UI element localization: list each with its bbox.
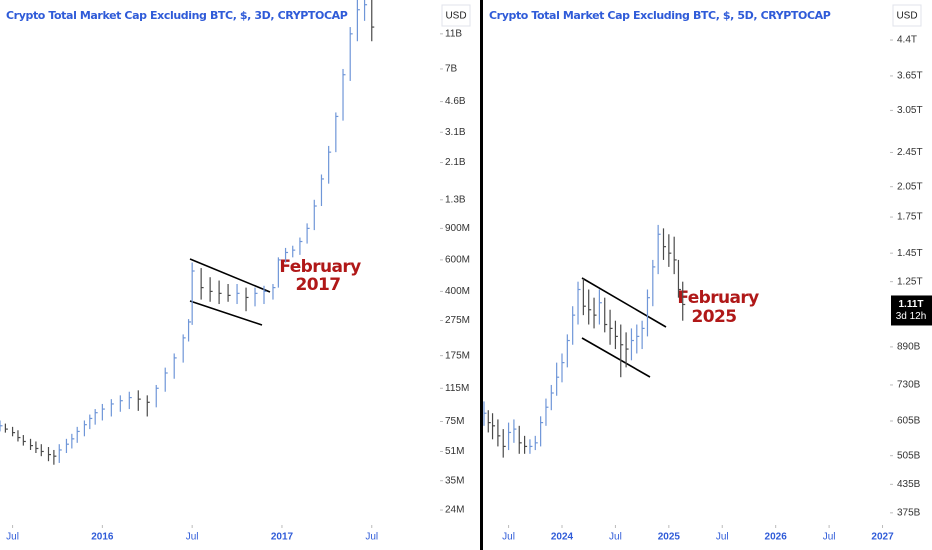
price-tag: 1.11T <box>898 299 923 310</box>
y-tick-label: 11B <box>445 28 462 39</box>
y-tick-label: 400M <box>445 286 470 297</box>
x-tick-label: Jul <box>365 532 378 543</box>
chart-title: Crypto Total Market Cap Excluding BTC, $… <box>489 9 831 22</box>
y-tick-label: 75M <box>445 416 464 427</box>
annotation: February <box>677 288 759 308</box>
y-tick-label: 275M <box>445 315 470 326</box>
y-tick-label: 2.1B <box>445 157 466 168</box>
y-tick-label: 1.45T <box>897 248 923 259</box>
y-tick-label: 4.4T <box>897 35 917 46</box>
flag-line <box>189 300 263 326</box>
y-tick-label: 3.1B <box>445 127 466 138</box>
y-tick-label: 1.25T <box>897 276 923 287</box>
currency-box <box>441 4 471 27</box>
y-tick-label: 175M <box>445 350 470 361</box>
x-tick-label: 2016 <box>91 532 114 543</box>
flag-line <box>581 277 667 328</box>
y-tick-label: 900M <box>445 223 470 234</box>
currency-label: USD <box>445 11 466 22</box>
y-tick-label: 3.65T <box>897 71 923 82</box>
y-tick-label: 1.3B <box>445 194 466 205</box>
y-tick-label: 51M <box>445 446 464 457</box>
x-tick-label: 2017 <box>271 532 294 543</box>
y-tick-label: 2.45T <box>897 147 923 158</box>
y-tick-label: 605B <box>897 416 921 427</box>
x-tick-label: Jul <box>609 532 622 543</box>
y-tick-label: 115M <box>445 383 469 394</box>
y-tick-label: 1.75T <box>897 212 923 223</box>
y-tick-label: 3.05T <box>897 105 923 116</box>
x-tick-label: 2024 <box>551 532 574 543</box>
y-tick-label: 730B <box>897 380 921 391</box>
y-tick-label: 375B <box>897 507 921 518</box>
annotation: February <box>279 257 361 277</box>
y-tick-label: 505B <box>897 450 921 461</box>
x-tick-label: 2026 <box>765 532 788 543</box>
y-tick-label: 24M <box>445 505 464 516</box>
countdown: 3d 12h <box>896 311 927 322</box>
x-tick-label: 2027 <box>871 532 894 543</box>
currency-box <box>892 4 922 27</box>
currency-label: USD <box>896 11 917 22</box>
y-tick-label: 890B <box>897 342 921 353</box>
y-tick-label: 7B <box>445 64 458 75</box>
y-tick-label: 2.05T <box>897 181 923 192</box>
x-tick-label: Jul <box>716 532 729 543</box>
y-tick-label: 600M <box>445 255 470 266</box>
y-tick-label: 35M <box>445 475 464 486</box>
chart-title: Crypto Total Market Cap Excluding BTC, $… <box>6 9 348 22</box>
x-tick-label: Jul <box>823 532 836 543</box>
price-tag-box <box>891 295 932 326</box>
x-tick-label: Jul <box>6 532 19 543</box>
annotation: 2017 <box>296 275 341 295</box>
flag-line <box>189 258 271 293</box>
y-tick-label: 435B <box>897 479 921 490</box>
annotation: 2025 <box>692 307 737 327</box>
x-tick-label: 2025 <box>658 532 681 543</box>
x-tick-label: Jul <box>186 532 199 543</box>
y-tick-label: 4.6B <box>445 96 466 107</box>
x-tick-label: Jul <box>502 532 515 543</box>
flag-line <box>581 337 651 378</box>
panel-divider <box>480 0 483 550</box>
